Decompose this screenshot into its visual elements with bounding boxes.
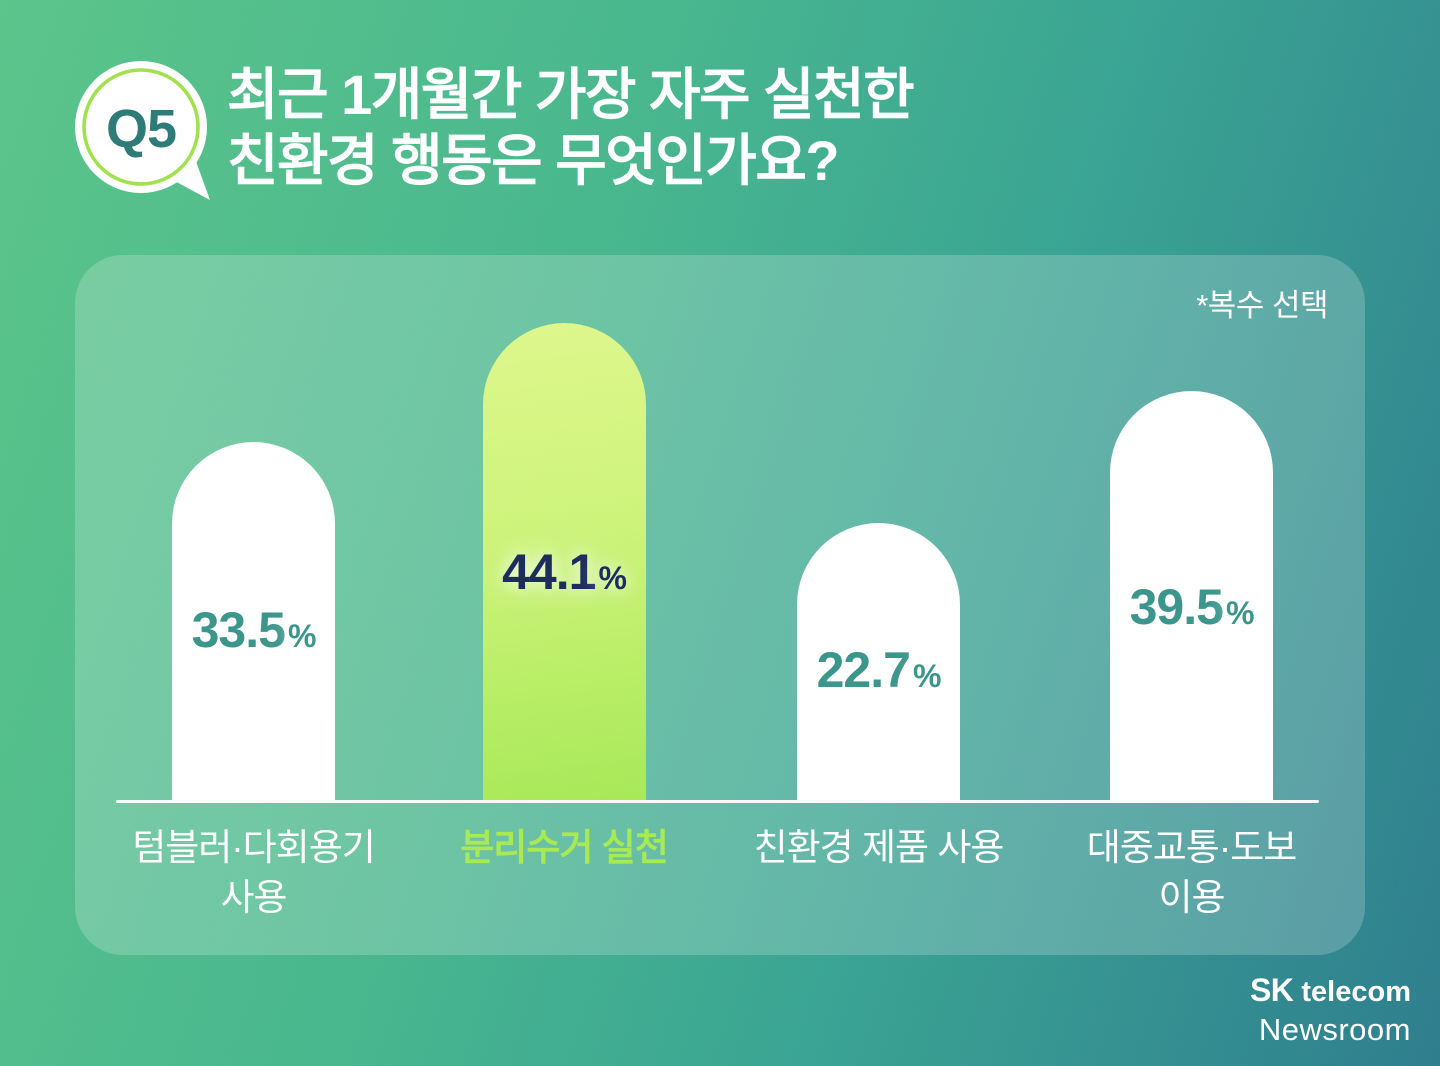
bar-value-1: 33.5% [191, 602, 317, 658]
bar-value-4: 39.5% [1129, 579, 1255, 635]
logo-newsroom-text: Newsroom [1258, 1012, 1411, 1047]
logo-sk-text: SK [1249, 972, 1294, 1008]
sk-telecom-newsroom-logo: SK telecom Newsroom [1250, 974, 1411, 1047]
title-line-1: 최근 1개월간 가장 자주 실천한 [227, 63, 915, 126]
logo-telecom-text: telecom [1301, 976, 1411, 1008]
badge-label: Q5 [106, 99, 176, 159]
bar-category-4: 대중교통·도보 이용 [1086, 827, 1298, 918]
bar-value-3: 22.7% [816, 642, 942, 698]
chart-baseline [116, 800, 1319, 803]
bar-value-2: 44.1% [502, 544, 627, 600]
bar-category-1: 텀블러·다회용기 사용 [132, 827, 376, 918]
q5-badge: Q5 [75, 61, 210, 200]
logo-brand-line: SK telecom [1250, 974, 1411, 1013]
chart-panel: *복수 선택 33.5% 텀블러·다회용기 사용 44.1% 분리수거 실천 22.7%… [75, 255, 1365, 955]
chart-area: 33.5% 텀블러·다회용기 사용 44.1% 분리수거 실천 22.7% 친환경 제품 … [75, 255, 1365, 955]
bar-category-3: 친환경 제품 사용 [753, 827, 1005, 868]
survey-question-title: 최근 1개월간 가장 자주 실천한 친환경 행동은 무엇인가요? [227, 62, 915, 194]
bar-category-2: 분리수거 실천 [460, 827, 669, 868]
title-line-2: 친환경 행동은 무엇인가요? [227, 129, 840, 192]
